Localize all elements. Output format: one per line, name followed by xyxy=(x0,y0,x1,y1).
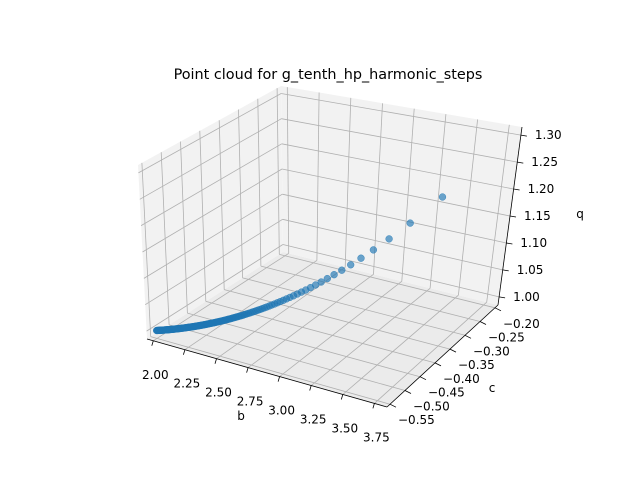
y-tick-label: −0.40 xyxy=(443,372,480,386)
grid-line-z-back xyxy=(281,93,521,136)
z-tick-mark xyxy=(502,269,509,272)
z-tick-mark xyxy=(513,188,520,191)
grid-line-y-floor xyxy=(224,289,451,350)
grid-line-z-left xyxy=(139,118,282,200)
y-tick-label: −0.35 xyxy=(458,358,495,372)
grid-line-z-back xyxy=(282,193,507,244)
grid-line-z-left xyxy=(144,218,283,306)
y-tick-mark xyxy=(434,362,442,367)
y-tick-label: −0.45 xyxy=(428,386,465,400)
y-tick-label: −0.25 xyxy=(488,331,525,345)
y-tick-mark xyxy=(419,376,427,381)
scatter-point xyxy=(152,326,161,335)
x-tick-label: 3.25 xyxy=(300,413,327,427)
x-tick-mark xyxy=(277,376,280,382)
grid-line-z-back xyxy=(281,168,511,217)
grid-line-x-floor xyxy=(310,287,431,386)
grid-line-y-floor xyxy=(279,254,496,309)
z-tick-label: 1.15 xyxy=(524,209,551,223)
x-tick-mark xyxy=(372,403,375,409)
grid-line-y-floor xyxy=(242,277,466,336)
z-axis-label: q xyxy=(576,207,584,221)
scatter-point xyxy=(330,271,338,279)
y-tick-mark xyxy=(449,348,457,353)
x-tick-mark xyxy=(183,349,186,355)
grid-line-y-floor xyxy=(187,312,421,378)
x-tick-label: 3.00 xyxy=(268,404,295,418)
scatter-points xyxy=(152,193,447,335)
grid-line-x-floor xyxy=(247,273,374,368)
y-tick-mark xyxy=(404,390,412,394)
y-tick-mark xyxy=(494,307,502,312)
x-tick-label: 3.75 xyxy=(363,430,390,444)
back-pane xyxy=(281,86,522,305)
x-axis-label: b xyxy=(237,409,245,423)
x-axis-line xyxy=(146,338,388,408)
x-tick-label: 3.50 xyxy=(331,422,358,436)
x-tick-mark xyxy=(214,358,217,364)
x-tick-mark xyxy=(151,340,154,346)
scatter-point xyxy=(338,266,346,274)
scatter-point xyxy=(385,235,393,243)
grid-line-x-floor xyxy=(374,301,487,404)
z-tick-label: 1.05 xyxy=(517,263,544,277)
y-tick-mark xyxy=(479,321,487,325)
scatter-point xyxy=(317,278,325,286)
grid-line-y-floor xyxy=(150,336,391,405)
z-tick-label: 1.30 xyxy=(535,128,562,142)
z-tick-label: 1.20 xyxy=(528,182,555,196)
scatter-point xyxy=(323,274,331,283)
y-tick-label: −0.20 xyxy=(503,317,540,331)
scatter-point xyxy=(347,261,355,269)
scatter-point xyxy=(369,246,378,254)
x-tick-mark xyxy=(340,394,344,400)
z-tick-label: 1.00 xyxy=(513,290,540,304)
z-tick-mark xyxy=(509,215,517,218)
x-tick-label: 2.00 xyxy=(142,368,169,382)
y-tick-label: −0.55 xyxy=(398,413,435,427)
grid-line-z-back xyxy=(281,118,518,163)
grid-line-z-back xyxy=(282,218,503,271)
y-tick-label: −0.30 xyxy=(473,344,510,358)
y-tick-label: −0.50 xyxy=(413,400,450,414)
x-tick-label: 2.50 xyxy=(205,386,232,400)
grid-line-z-left xyxy=(140,143,282,226)
y-axis-label: c xyxy=(489,381,496,395)
scatter-point xyxy=(357,254,365,262)
axes-ticks: 2.002.252.502.753.003.253.503.75−0.55−0.… xyxy=(142,128,562,444)
y-axis-line xyxy=(386,304,499,408)
chart-title: Point cloud for g_tenth_hp_harmonic_step… xyxy=(174,67,483,83)
grid-line-z-back xyxy=(282,244,500,298)
x-tick-label: 2.25 xyxy=(174,377,201,391)
grid-line-x-floor xyxy=(184,260,318,351)
z-tick-label: 1.25 xyxy=(531,155,558,169)
x-tick-label: 2.75 xyxy=(237,395,264,409)
axes-panes xyxy=(138,86,522,407)
grid-line-y-floor xyxy=(260,265,481,322)
y-tick-mark xyxy=(464,334,472,339)
x-tick-mark xyxy=(309,385,312,391)
floor-pane xyxy=(147,252,498,407)
grid-line-z-left xyxy=(143,193,283,279)
z-tick-mark xyxy=(499,296,506,299)
grid-line-z-left xyxy=(138,93,282,174)
z-tick-label: 1.10 xyxy=(520,236,547,250)
z-tick-mark xyxy=(517,161,524,164)
grid-line-z-left xyxy=(146,244,284,332)
grid-line-x-floor xyxy=(342,294,459,395)
left-pane xyxy=(138,86,283,339)
y-tick-mark xyxy=(389,403,397,408)
x-tick-mark xyxy=(246,367,249,373)
grid-line-z-left xyxy=(142,168,283,253)
scatter-point xyxy=(438,193,447,201)
z-tick-mark xyxy=(520,134,527,137)
grid-line-y-floor xyxy=(168,324,406,391)
scatter-point xyxy=(406,219,414,227)
z-tick-mark xyxy=(506,242,513,245)
grid-line-x-floor xyxy=(279,280,403,377)
axes-grid xyxy=(138,87,521,405)
grid-line-z-back xyxy=(281,143,514,190)
